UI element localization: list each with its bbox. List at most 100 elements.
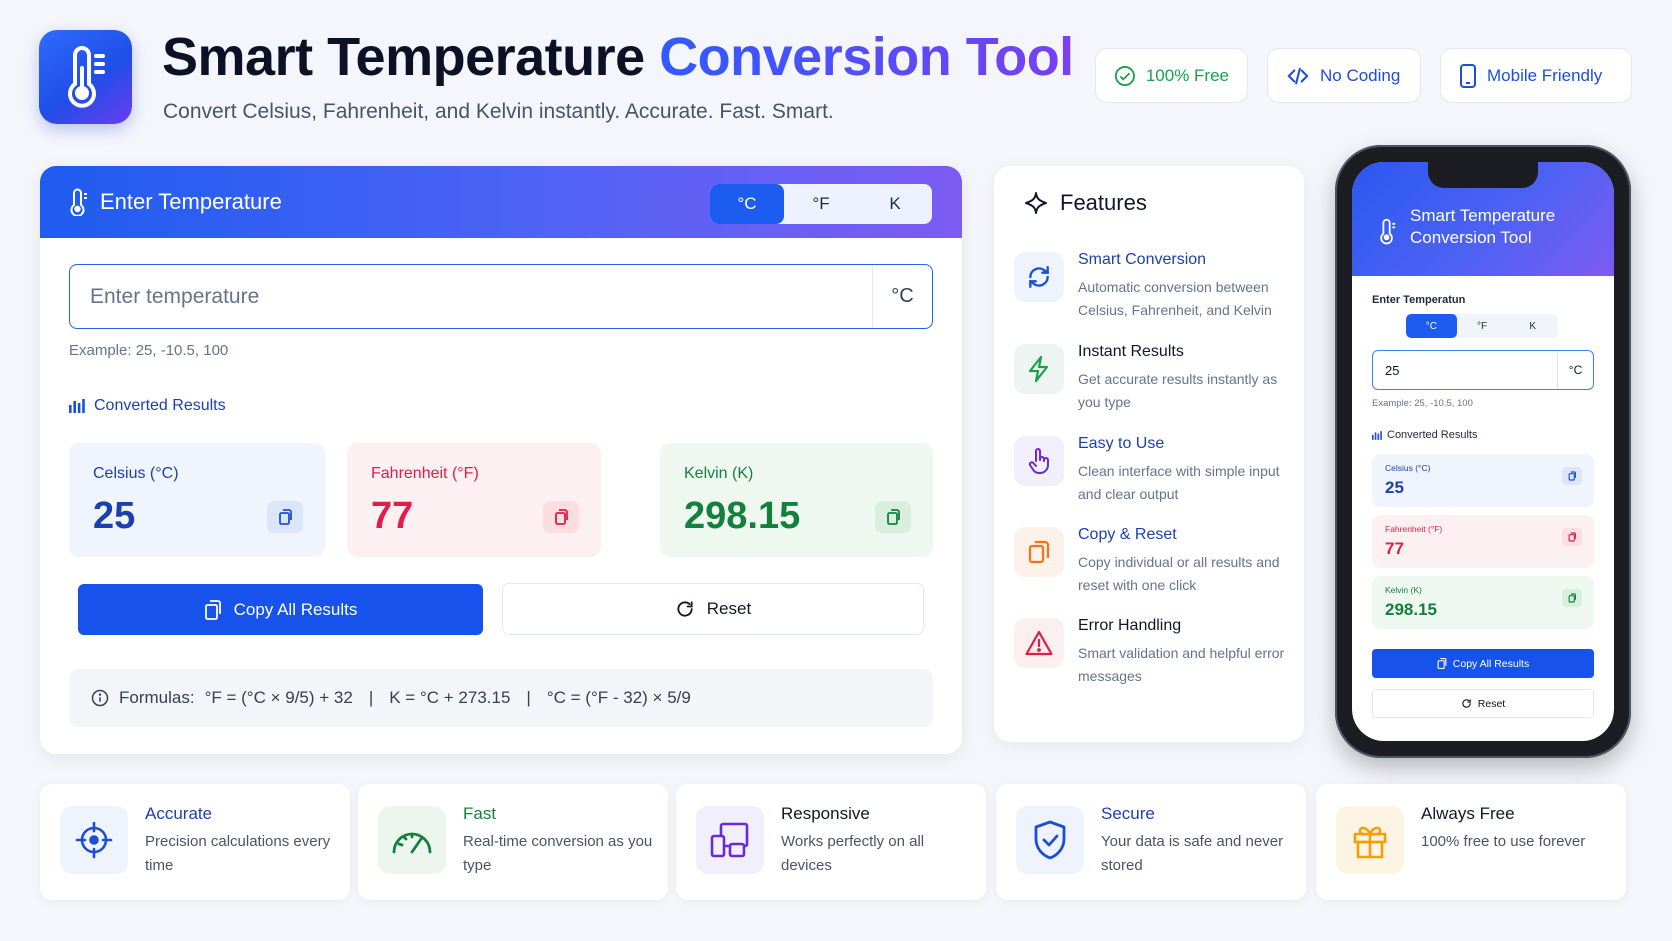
feature-instant-results: Instant Results Get accurate results ins… bbox=[1014, 343, 1294, 419]
temperature-field: °C bbox=[69, 264, 933, 329]
result-celsius-value: 25 bbox=[93, 495, 136, 537]
bar-chart-icon bbox=[1372, 430, 1382, 440]
result-fahrenheit-label: Fahrenheit (°F) bbox=[371, 465, 479, 482]
formula-f-to-c: °C = (°F - 32) × 5/9 bbox=[546, 688, 691, 707]
converter-header: Enter Temperature °C °F K bbox=[40, 166, 962, 238]
copy-icon bbox=[1568, 471, 1576, 481]
bar-chart-icon bbox=[69, 399, 85, 413]
result-celsius: Celsius (°C) 25 bbox=[69, 443, 325, 557]
formula-separator: | bbox=[368, 688, 374, 707]
benefit-accurate: Accurate Precision calculations every ti… bbox=[40, 784, 350, 900]
phone-input-label: Enter Temperatun bbox=[1372, 294, 1466, 306]
phone-input-unit: °C bbox=[1557, 351, 1593, 389]
copy-icon bbox=[1014, 527, 1064, 577]
copy-icon bbox=[279, 509, 292, 525]
page-subtitle: Convert Celsius, Fahrenheit, and Kelvin … bbox=[163, 100, 834, 123]
unit-option-celsius[interactable]: °C bbox=[710, 184, 784, 224]
unit-selector: °C °F K bbox=[710, 184, 932, 224]
badge-free: 100% Free bbox=[1095, 48, 1248, 103]
phone-input-value: 25 bbox=[1385, 362, 1400, 378]
crosshair-icon bbox=[60, 806, 128, 874]
benefit-always-free: Always Free 100% free to use forever bbox=[1316, 784, 1626, 900]
refresh-icon bbox=[1462, 699, 1471, 708]
phone-unit-selector: °C °F K bbox=[1406, 314, 1558, 338]
phone-copy-kelvin-button[interactable] bbox=[1562, 589, 1582, 607]
phone-unit-kelvin[interactable]: K bbox=[1529, 320, 1537, 332]
feature-error-handling: Error Handling Smart validation and help… bbox=[1014, 617, 1294, 693]
phone-temperature-input[interactable]: 25 °C bbox=[1372, 350, 1594, 390]
devices-icon bbox=[696, 806, 764, 874]
result-kelvin-value: 298.15 bbox=[684, 495, 801, 537]
benefit-responsive: Responsive Works perfectly on all device… bbox=[676, 784, 986, 900]
thermometer-icon bbox=[67, 46, 105, 108]
copy-icon bbox=[1568, 532, 1576, 542]
phone-unit-celsius[interactable]: °C bbox=[1406, 314, 1457, 338]
copy-fahrenheit-button[interactable] bbox=[543, 501, 579, 533]
pointer-hand-icon bbox=[1014, 436, 1064, 486]
temperature-input[interactable] bbox=[70, 265, 872, 328]
speedometer-icon bbox=[378, 806, 446, 874]
check-circle-icon bbox=[1114, 65, 1135, 86]
result-kelvin-label: Kelvin (K) bbox=[684, 465, 754, 482]
input-example-hint: Example: 25, -10.5, 100 bbox=[69, 342, 229, 359]
badge-mobile-friendly: Mobile Friendly bbox=[1440, 48, 1632, 103]
phone-result-fahrenheit: Fahrenheit (°F) 77 bbox=[1372, 515, 1594, 568]
phone-result-celsius: Celsius (°C) 25 bbox=[1372, 454, 1594, 507]
benefit-secure: Secure Your data is safe and never store… bbox=[996, 784, 1306, 900]
lightning-icon bbox=[1014, 344, 1064, 394]
warning-icon bbox=[1014, 618, 1064, 668]
feature-smart-conversion: Smart Conversion Automatic conversion be… bbox=[1014, 251, 1294, 327]
result-kelvin: Kelvin (K) 298.15 bbox=[660, 443, 933, 557]
unit-option-kelvin[interactable]: K bbox=[889, 194, 901, 213]
gift-icon bbox=[1336, 806, 1404, 874]
reset-button[interactable]: Reset bbox=[502, 583, 924, 635]
input-unit-label: °C bbox=[872, 265, 932, 328]
results-title: Converted Results bbox=[69, 397, 226, 415]
copy-icon bbox=[1568, 593, 1576, 603]
features-card: Features Smart Conversion Automatic conv… bbox=[994, 166, 1304, 742]
badge-no-coding: No Coding bbox=[1267, 48, 1421, 103]
feature-copy-reset: Copy & Reset Copy individual or all resu… bbox=[1014, 526, 1294, 602]
formula-separator: | bbox=[526, 688, 531, 707]
converter-card: Enter Temperature °C °F K °C Example: 25… bbox=[40, 166, 962, 754]
copy-celsius-button[interactable] bbox=[267, 501, 303, 533]
copy-icon bbox=[1437, 658, 1447, 669]
copy-icon bbox=[204, 599, 221, 620]
refresh-icon bbox=[677, 601, 693, 617]
result-celsius-label: Celsius (°C) bbox=[93, 465, 179, 482]
formula-label: Formulas: bbox=[119, 688, 195, 707]
unit-option-fahrenheit[interactable]: °F bbox=[812, 194, 830, 213]
result-fahrenheit: Fahrenheit (°F) 77 bbox=[347, 443, 601, 557]
app-logo bbox=[39, 30, 132, 124]
page-title: Smart Temperature Conversion Tool bbox=[162, 27, 1074, 87]
refresh-icon bbox=[1014, 252, 1064, 302]
copy-icon bbox=[887, 509, 900, 525]
phone-result-kelvin: Kelvin (K) 298.15 bbox=[1372, 576, 1594, 629]
converter-heading: Enter Temperature bbox=[100, 189, 282, 214]
copy-kelvin-button[interactable] bbox=[875, 501, 911, 533]
feature-easy-to-use: Easy to Use Clean interface with simple … bbox=[1014, 435, 1294, 511]
features-heading: Features bbox=[1024, 190, 1147, 216]
info-icon bbox=[91, 689, 109, 707]
phone-copy-all-button[interactable]: Copy All Results bbox=[1372, 649, 1594, 678]
sparkle-icon bbox=[1025, 192, 1047, 214]
result-fahrenheit-value: 77 bbox=[371, 495, 414, 537]
code-icon bbox=[1287, 67, 1309, 84]
phone-reset-button[interactable]: Reset bbox=[1372, 689, 1594, 718]
smartphone-icon bbox=[1460, 63, 1476, 88]
phone-unit-fahrenheit[interactable]: °F bbox=[1476, 320, 1488, 332]
phone-mockup: Smart Temperature Conversion Tool Enter … bbox=[1335, 145, 1631, 758]
formula-c-to-f: °F = (°C × 9/5) + 32 bbox=[204, 688, 353, 707]
shield-check-icon bbox=[1016, 806, 1084, 874]
thermometer-icon bbox=[1380, 218, 1396, 245]
phone-screen: Smart Temperature Conversion Tool Enter … bbox=[1352, 162, 1614, 741]
phone-title: Smart Temperature Conversion Tool bbox=[1410, 206, 1556, 247]
copy-icon bbox=[555, 509, 568, 525]
phone-notch bbox=[1428, 162, 1538, 188]
phone-copy-fahrenheit-button[interactable] bbox=[1562, 528, 1582, 546]
formula-c-to-k: K = °C + 273.15 bbox=[389, 688, 511, 707]
thermometer-icon bbox=[70, 188, 87, 216]
copy-all-button[interactable]: Copy All Results bbox=[78, 584, 483, 635]
phone-results-title: Converted Results bbox=[1372, 429, 1478, 441]
phone-copy-celsius-button[interactable] bbox=[1562, 467, 1582, 485]
